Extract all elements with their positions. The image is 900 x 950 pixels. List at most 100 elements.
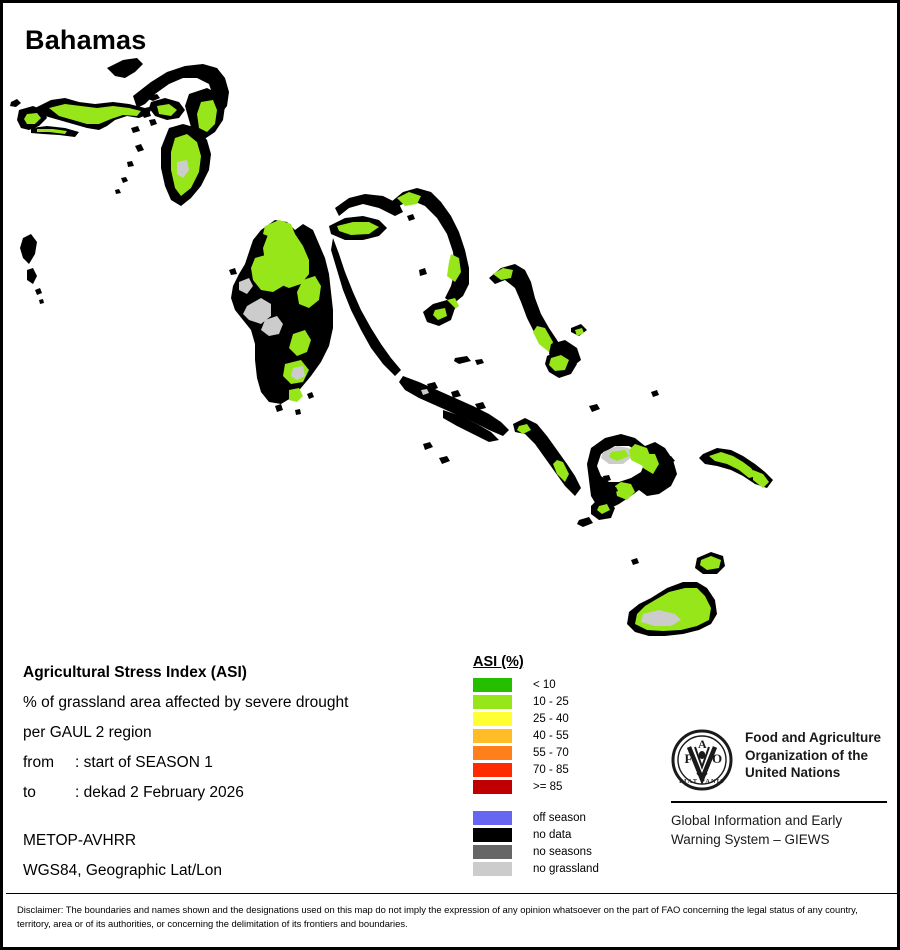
eleuthera-outline (391, 188, 469, 304)
fao-sub-line-2: Warning System – GIEWS (671, 832, 830, 847)
andros-speck-s2 (295, 409, 301, 415)
mid-cay-2 (631, 558, 639, 565)
island-long[interactable] (513, 418, 581, 496)
bank-rim-west[interactable] (331, 194, 403, 376)
berry-islands-2 (27, 268, 37, 284)
abaco-speck-2 (149, 119, 157, 126)
disclaimer-divider (6, 893, 900, 894)
island-mid-cays[interactable] (631, 390, 675, 565)
andros-gray-2 (261, 316, 283, 336)
ragged-cay-1 (439, 456, 450, 464)
fao-giews-name: Global Information and Early Warning Sys… (671, 811, 887, 849)
island-great-inagua[interactable] (627, 552, 725, 636)
legend-row: no seasons (473, 843, 643, 860)
legend-swatch-40-55 (473, 728, 512, 743)
info-spacer (23, 808, 453, 826)
legend-row: 70 - 85 (473, 761, 643, 778)
andros-gray-1 (243, 298, 271, 324)
info-to-label: to (23, 784, 36, 801)
exuma-gray (421, 389, 429, 395)
legend-row: 10 - 25 (473, 693, 643, 710)
fao-branding: F A O FIAT PANIS Food and Agriculture Or… (671, 729, 887, 849)
island-grand-bahama[interactable] (10, 94, 160, 137)
legend-row: 55 - 70 (473, 744, 643, 761)
abaco-speck-6 (121, 177, 128, 183)
info-from-row: from : start of SEASON 1 (23, 748, 453, 778)
andros-south-green-3 (289, 388, 303, 402)
abaco-arc-outline (133, 64, 229, 124)
gb-speck-1 (10, 99, 21, 107)
island-eleuthera[interactable] (391, 188, 469, 326)
island-small-cays[interactable] (454, 324, 600, 412)
info-line-2: % of grassland area affected by severe d… (23, 694, 349, 711)
andros-east-green (297, 276, 321, 308)
map-background (3, 58, 897, 638)
samana-green (549, 355, 569, 371)
exuma-speck-3 (475, 402, 486, 410)
legend-row: >= 85 (473, 778, 643, 795)
andros-speck-s3 (307, 392, 314, 399)
cat-island-green-2 (533, 326, 553, 352)
small-cay-3-green (575, 328, 584, 336)
eleuthera-green-1 (397, 192, 421, 206)
island-ragged-cays[interactable] (423, 442, 450, 464)
island-crooked-acklins[interactable] (577, 434, 677, 527)
legend-label-55-70: 55 - 70 (533, 746, 569, 759)
long-island-green-2 (553, 460, 569, 482)
legend-row: 25 - 40 (473, 710, 643, 727)
info-to-value: : dekad 2 February 2026 (75, 784, 244, 801)
map-canvas[interactable] (3, 58, 897, 638)
berry-islands (20, 234, 37, 264)
legend-swatch-no-seasons (473, 844, 512, 859)
legend-swatch-no-grassland (473, 861, 512, 876)
small-cay-4 (589, 404, 600, 412)
ragged-cay-2 (423, 442, 433, 450)
island-mayaguana[interactable] (699, 448, 773, 488)
legend-row: off season (473, 809, 643, 826)
crooked-speck-1 (603, 475, 611, 482)
crooked-tip (577, 517, 593, 527)
andros-south-gray (291, 366, 305, 380)
legend-row: no data (473, 826, 643, 843)
island-andros[interactable] (229, 220, 333, 415)
grand-bahama-fill-green (49, 104, 141, 124)
abaco-mid-gray (177, 160, 189, 178)
legend-label-25-40: 25 - 40 (533, 712, 569, 725)
mayaguana-green-2 (753, 470, 769, 488)
abaco-speck-3 (131, 126, 140, 133)
legend-swatch-55-70 (473, 745, 512, 760)
island-samana[interactable] (545, 350, 577, 378)
crooked-green-3 (641, 454, 659, 474)
island-exuma[interactable] (399, 376, 509, 442)
andros-gray-3 (239, 278, 253, 294)
legend-row: 40 - 55 (473, 727, 643, 744)
legend: ASI (%) < 10 10 - 25 25 - 40 40 - 55 55 … (473, 653, 643, 877)
bahamas-map-svg[interactable] (3, 58, 897, 638)
legend-swatch-25-40 (473, 711, 512, 726)
legend-gap (473, 795, 643, 809)
info-heading: Agricultural Stress Index (ASI) (23, 664, 247, 681)
legend-label-70-85: 70 - 85 (533, 763, 569, 776)
bank-rim-lower (331, 238, 401, 376)
info-from-value: : start of SEASON 1 (75, 754, 213, 771)
north-chain-green (157, 104, 177, 116)
island-berry-group[interactable] (20, 234, 44, 304)
legend-row: < 10 (473, 676, 643, 693)
legend-swatch-70-85 (473, 762, 512, 777)
svg-text:A: A (698, 737, 707, 751)
acklins-tail-green (597, 504, 610, 514)
berry-speck (35, 288, 42, 295)
crooked-speck-2 (611, 487, 618, 493)
eleuthera-speck-1 (407, 214, 415, 221)
legend-label-no-seasons: no seasons (533, 845, 592, 858)
island-new-providence[interactable] (329, 216, 387, 240)
cat-island-green-1 (493, 268, 513, 280)
legend-row: no grassland (473, 860, 643, 877)
abaco-north-cay-chain (107, 58, 143, 78)
fao-top-row: F A O FIAT PANIS Food and Agriculture Or… (671, 729, 887, 791)
island-north-chain[interactable] (149, 98, 185, 120)
legend-swatch-off-season (473, 810, 512, 825)
small-cay-2 (475, 359, 484, 365)
info-from-label: from (23, 754, 54, 771)
